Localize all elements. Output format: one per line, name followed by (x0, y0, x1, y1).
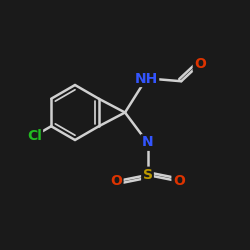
Text: Cl: Cl (27, 129, 42, 143)
Text: O: O (173, 174, 185, 188)
Text: O: O (110, 174, 122, 188)
Text: O: O (194, 57, 206, 71)
Text: S: S (142, 168, 152, 182)
Text: N: N (142, 136, 153, 149)
Text: NH: NH (134, 72, 158, 86)
